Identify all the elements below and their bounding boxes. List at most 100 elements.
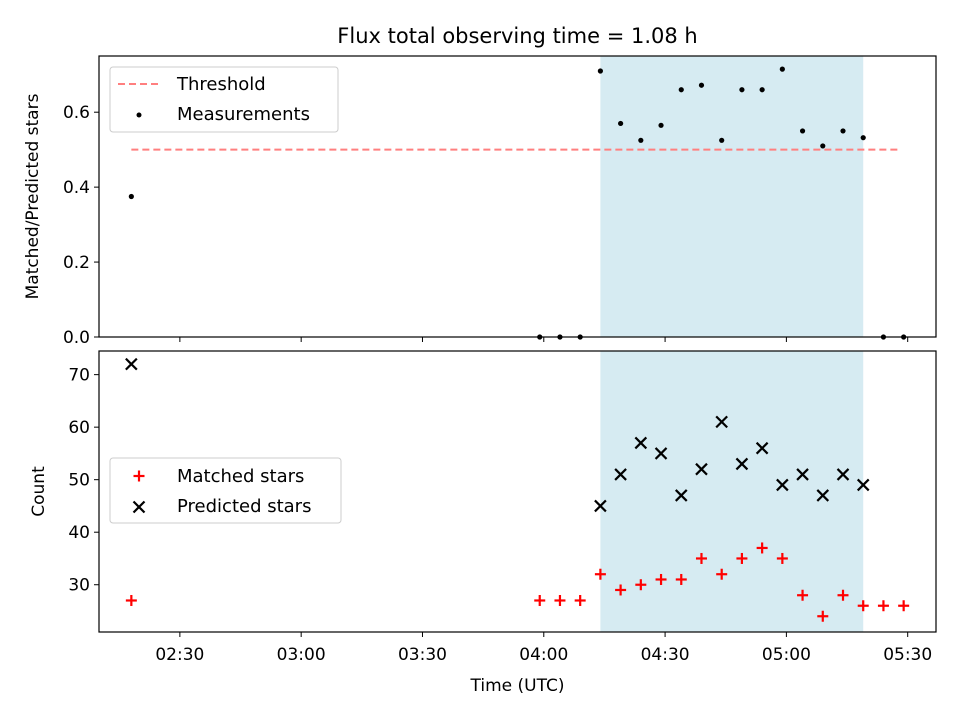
cross-stroke: [125, 357, 138, 371]
matched-star-point: [675, 573, 687, 585]
predicted-star-point: [125, 357, 138, 371]
measurement-point: [840, 128, 846, 134]
predicted-star-point: [735, 457, 749, 471]
measurement-point: [799, 128, 806, 134]
bottom-x-tick-label: 03:30: [398, 645, 447, 665]
x-axis-label: Time (UTC): [470, 676, 565, 696]
matched-star-point: [857, 600, 869, 612]
matched-star-point: [877, 600, 889, 612]
cross-stroke: [796, 468, 809, 481]
legend-predicted-label: Predicted stars: [177, 496, 311, 517]
legend-plus-marker: [133, 470, 145, 482]
bottom-y-tick-label: 60: [68, 418, 90, 438]
measurement-point: [759, 87, 765, 93]
bottom-axes-frame: [98, 350, 937, 633]
measurement-point: [719, 137, 725, 143]
bottom-x-tick-label: 05:30: [883, 645, 932, 665]
matched-star-point: [716, 568, 728, 580]
cross-stroke: [816, 489, 830, 502]
legend-measurements-swatch: [136, 112, 142, 118]
measurement-point: [597, 68, 603, 74]
matched-star-point: [594, 568, 606, 580]
bottom-x-tick-label: 05:00: [762, 645, 811, 665]
cross-stroke: [634, 436, 648, 450]
measurement-point: [128, 193, 134, 200]
matched-star-point: [574, 594, 586, 606]
cross-stroke: [654, 447, 668, 460]
bottom-x-tick-label: 02:30: [155, 645, 204, 665]
cross-stroke: [755, 441, 769, 455]
bottom-y-tick-label: 50: [68, 471, 90, 491]
cross-stroke: [594, 499, 607, 513]
predicted-star-point: [614, 468, 627, 481]
matched-star-point: [615, 584, 627, 596]
matched-star-point: [736, 552, 748, 564]
bottom-y-tick-label: 30: [68, 576, 90, 596]
bottom-legend: Matched stars Predicted stars: [109, 457, 342, 524]
measurement-point: [820, 143, 826, 149]
legend-predicted-swatch: [132, 500, 146, 514]
predicted-star-point: [836, 468, 850, 481]
cross-stroke: [776, 478, 789, 492]
matched-star-point: [534, 594, 546, 606]
measurements-series: [128, 66, 907, 340]
measurement-point: [658, 122, 664, 128]
cross-stroke: [715, 415, 728, 429]
top-legend-box: [109, 66, 339, 133]
top-legend: Threshold Measurements: [109, 66, 339, 133]
cross-stroke: [674, 489, 688, 502]
bottom-y-tick-label: 70: [68, 366, 90, 386]
bottom-x-tick-label: 04:00: [519, 645, 568, 665]
cross-stroke: [132, 500, 146, 514]
top-y-tick-label: 0.0: [63, 328, 90, 348]
matched-star-point: [817, 610, 829, 622]
matched-star-point: [635, 579, 647, 591]
legend-cross-marker: [132, 500, 146, 514]
bottom-y-ticks: 30 40 50 60 70: [68, 366, 99, 596]
measurement-point: [698, 82, 705, 88]
bottom-legend-box: [109, 457, 342, 524]
bottom-x-tick-label: 04:30: [641, 645, 690, 665]
cross-stroke: [836, 468, 850, 481]
bottom-y-axis-label: Count: [29, 466, 49, 517]
top-y-ticks: 0.0 0.2 0.4 0.6: [63, 103, 99, 348]
cross-stroke: [735, 457, 749, 471]
top-y-tick-label: 0.6: [63, 103, 90, 123]
measurement-point: [779, 66, 785, 72]
measurement-point: [678, 87, 684, 93]
predicted-star-point: [776, 478, 789, 492]
top-panel: 0.0 0.2 0.4 0.6 Matched/Predicted stars Thr…: [23, 55, 937, 348]
matched-star-point: [776, 552, 788, 564]
predicted-star-point: [674, 489, 688, 502]
legend-measurements-label: Measurements: [177, 104, 310, 125]
cross-stroke: [614, 468, 627, 481]
matched-stars-series: [125, 542, 910, 622]
predicted-star-point: [755, 441, 769, 455]
measurement-point: [638, 137, 644, 143]
top-highlight-span: [600, 56, 864, 337]
cross-stroke: [856, 478, 870, 492]
predicted-stars-series: [125, 357, 870, 513]
matched-star-point: [125, 594, 137, 606]
top-x-ticks: [179, 337, 909, 342]
legend-threshold-label: Threshold: [176, 74, 266, 95]
predicted-star-point: [634, 436, 648, 450]
bottom-panel: 30 40 50 60 70 02:30 03:00 03:30 04:00 04:30 05:0…: [29, 350, 937, 696]
matched-star-point: [797, 589, 809, 601]
predicted-star-point: [856, 478, 870, 492]
top-y-tick-label: 0.4: [63, 178, 90, 198]
predicted-star-point: [715, 415, 728, 429]
measurement-point: [739, 87, 745, 93]
top-axes-frame: [98, 55, 937, 338]
matched-star-point: [695, 552, 707, 564]
matched-star-point: [554, 594, 566, 606]
legend-matched-swatch: [133, 470, 145, 482]
matched-star-point: [898, 600, 910, 612]
bottom-x-ticks: 02:30 03:00 03:30 04:00 04:30 05:00 05:30: [155, 632, 932, 665]
measurement-point: [618, 120, 624, 127]
legend-matched-label: Matched stars: [177, 466, 304, 487]
matched-star-point: [756, 542, 768, 554]
predicted-star-point: [816, 489, 830, 502]
chart-title: Flux total observing time = 1.08 h: [337, 24, 697, 48]
